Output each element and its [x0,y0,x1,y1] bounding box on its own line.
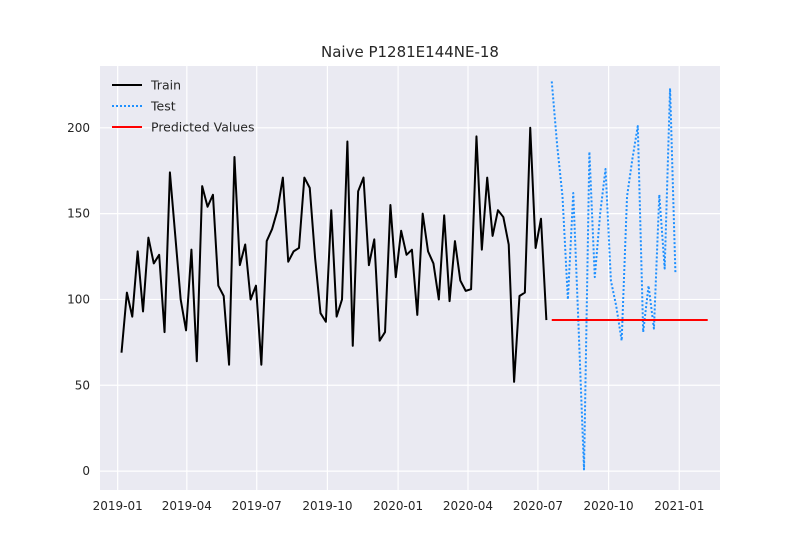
x-axis: 2019-01 2019-04 2019-07 2019-10 2020-01 2020-… [93,499,705,513]
legend-label-predicted-values: Predicted Values [151,120,255,135]
x-tick-label: 2019-07 [232,499,282,513]
y-tick-label: 50 [75,378,90,392]
y-tick-label: 100 [67,292,90,306]
x-tick-label: 2020-04 [443,499,493,513]
x-tick-label: 2019-01 [93,499,143,513]
x-tick-label: 2021-01 [654,499,704,513]
x-tick-label: 2020-07 [513,499,563,513]
series-line-test [550,81,677,471]
chart-title: Naive P1281E144NE-18 [321,43,499,61]
grid [100,66,720,490]
x-tick-label: 2019-10 [302,499,352,513]
x-tick-label: 2019-04 [162,499,212,513]
y-tick-label: 200 [67,121,90,135]
y-axis: 0 50 100 150 200 [67,121,90,478]
x-tick-label: 2020-01 [373,499,423,513]
legend-label-train: Train [150,78,181,93]
legend-label-test: Test [150,99,176,114]
series-layer [120,81,708,471]
y-tick-label: 150 [67,207,90,221]
plot-area [100,66,720,490]
x-tick-label: 2020-10 [584,499,634,513]
legend: Train Test Predicted Values [112,78,255,135]
series-line-train [120,126,548,383]
y-tick-label: 0 [82,464,90,478]
